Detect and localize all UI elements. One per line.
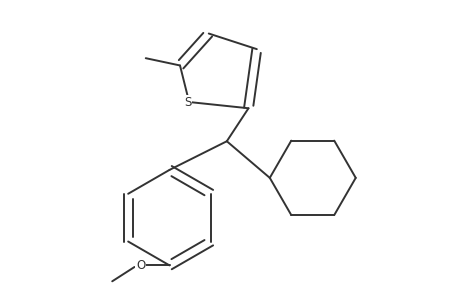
Text: S: S: [184, 95, 191, 109]
Text: O: O: [136, 259, 145, 272]
